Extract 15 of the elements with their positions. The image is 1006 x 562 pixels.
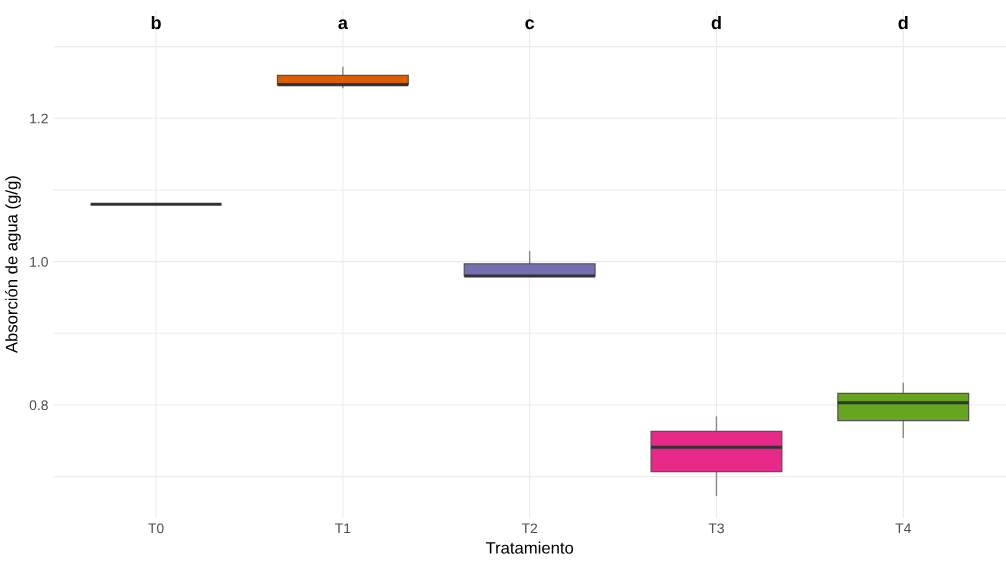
annotation: a <box>338 19 348 30</box>
x-tick-label: T4 <box>895 523 911 534</box>
annotation: b <box>151 15 161 30</box>
annotation: d <box>711 15 721 30</box>
y-axis-title: Absorción de agua (g/g) <box>5 176 21 354</box>
y-tick-label: 0.8 <box>29 400 48 411</box>
x-tick-label: T3 <box>708 523 724 534</box>
x-tick-label: T2 <box>521 523 538 534</box>
x-tick-label: T1 <box>335 523 351 534</box>
x-axis-title: Tratamiento <box>485 541 574 554</box>
annotation: d <box>898 15 908 30</box>
y-tick-label: 1.2 <box>30 113 48 124</box>
y-tick-label: 1.0 <box>30 256 48 267</box>
x-tick-label: T0 <box>148 523 164 534</box>
annotation: c <box>525 19 535 30</box>
